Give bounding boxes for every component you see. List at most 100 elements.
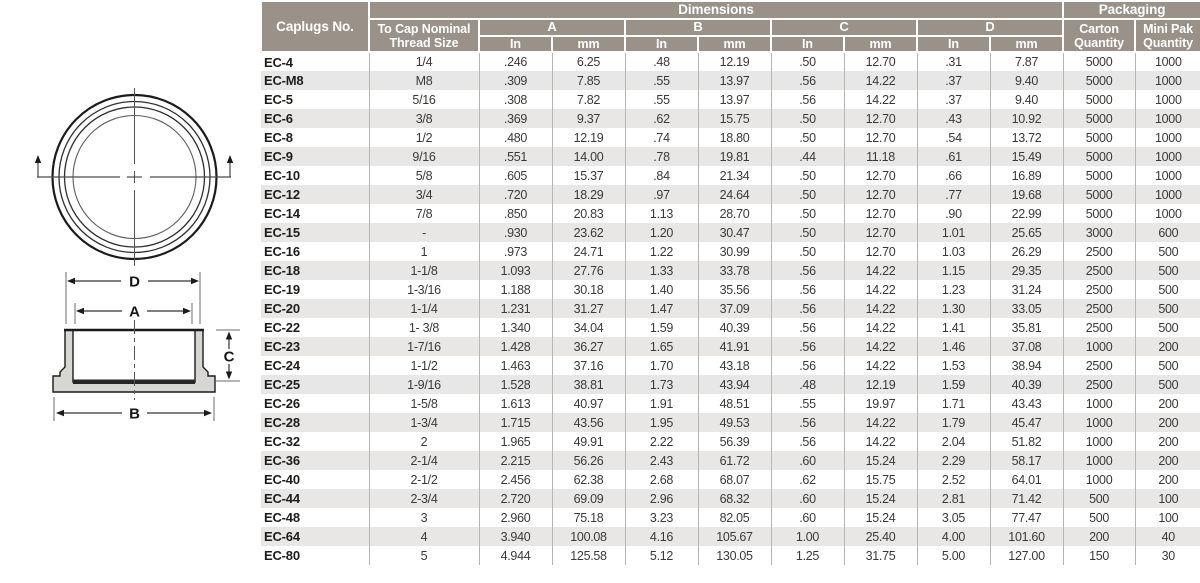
value-cell: .50 (770, 52, 845, 71)
value-cell: 34.04 (551, 318, 626, 337)
value-cell: 49.53 (697, 413, 772, 432)
value-cell: 69.09 (551, 489, 626, 508)
value-cell: .54 (916, 128, 991, 147)
value-cell: 2500 (1062, 375, 1136, 394)
value-cell: 12.70 (843, 242, 918, 261)
value-cell: 1.00 (770, 527, 845, 546)
dimension-label-c: C (224, 349, 235, 366)
value-cell: 1.01 (916, 223, 991, 242)
table-row: EC-8 1/2.480 12.19.74 18.80.50 12.70.54 13.72… (261, 128, 1200, 147)
value-cell: 23.62 (551, 223, 626, 242)
header-carton-quantity: Carton Quantity (1062, 18, 1137, 53)
caplugs-no-cell: EC-16 (261, 242, 370, 261)
value-cell: .56 (770, 432, 845, 451)
value-cell: 71.42 (989, 489, 1064, 508)
value-cell: .56 (770, 280, 845, 299)
value-cell: 14.22 (843, 261, 918, 280)
value-cell: 500 (1062, 508, 1136, 527)
value-cell: 41.91 (697, 337, 772, 356)
value-cell: 1.59 (624, 318, 699, 337)
value-cell: .50 (770, 109, 845, 128)
value-cell: 21.34 (697, 166, 772, 185)
value-cell: 500 (1062, 489, 1136, 508)
value-cell: 1.40 (624, 280, 699, 299)
extension-lines (53, 272, 240, 421)
value-cell: 15.75 (697, 109, 772, 128)
value-cell: .55 (624, 90, 699, 109)
value-cell: 13.72 (989, 128, 1064, 147)
caplugs-no-cell: EC-44 (261, 489, 370, 508)
value-cell: 1.73 (624, 375, 699, 394)
value-cell: .48 (624, 52, 699, 71)
value-cell: 7.87 (989, 52, 1064, 71)
value-cell: 18.80 (697, 128, 772, 147)
value-cell: 1.15 (916, 261, 991, 280)
header-unit-mm: mm (697, 35, 772, 53)
value-cell: 1.25 (770, 546, 845, 565)
value-cell: .66 (916, 166, 991, 185)
value-cell: 45.47 (989, 413, 1064, 432)
value-cell: 2.720 (478, 489, 553, 508)
section-cut-line (37, 162, 231, 178)
value-cell: 600 (1134, 223, 1200, 242)
value-cell: 38.94 (989, 356, 1064, 375)
value-cell: 1.59 (916, 375, 991, 394)
value-cell: 3/8 (368, 109, 480, 128)
header-unit-in: In (916, 35, 991, 53)
spec-table-body: EC-4 1/4.246 6.25.48 12.19.50 12.70.31 7.87 50… (261, 52, 1200, 565)
value-cell: .50 (770, 204, 845, 223)
value-cell: .62 (770, 470, 845, 489)
caplugs-no-cell: EC-19 (261, 280, 370, 299)
section-arrowheads (34, 155, 234, 163)
value-cell: 5000 (1062, 109, 1136, 128)
value-cell: 43.43 (989, 394, 1064, 413)
value-cell: 5.12 (624, 546, 699, 565)
value-cell: 19.81 (697, 147, 772, 166)
table-row: EC-25 1-9/16 1.528 38.81 1.73 43.94.48 12.19 1.… (261, 375, 1200, 394)
table-row: EC-48 3 2.960 75.18 3.23 82.05.60 15.24 3.05 77.… (261, 508, 1200, 527)
value-cell: 75.18 (551, 508, 626, 527)
value-cell: 1000 (1062, 394, 1136, 413)
value-cell: 200 (1134, 470, 1200, 489)
table-row: EC-32 2 1.965 49.91 2.22 56.39.56 14.22 2.04 51.… (261, 432, 1200, 451)
value-cell: 15.49 (989, 147, 1064, 166)
value-cell: 2.29 (916, 451, 991, 470)
value-cell: .37 (916, 90, 991, 109)
value-cell: 1-1/8 (368, 261, 480, 280)
value-cell: 64.01 (989, 470, 1064, 489)
value-cell: 3.05 (916, 508, 991, 527)
value-cell: 2500 (1062, 242, 1136, 261)
value-cell: .973 (478, 242, 553, 261)
header-col-d: D (915, 18, 1065, 37)
value-cell: .50 (770, 223, 845, 242)
value-cell: 500 (1134, 318, 1200, 337)
value-cell: .56 (770, 413, 845, 432)
value-cell: 19.68 (989, 185, 1064, 204)
value-cell: 12.70 (843, 128, 918, 147)
value-cell: 35.81 (989, 318, 1064, 337)
value-cell: 14.22 (843, 413, 918, 432)
value-cell: .551 (478, 147, 553, 166)
value-cell: 2.04 (916, 432, 991, 451)
value-cell: 12.70 (843, 223, 918, 242)
value-cell: 1-9/16 (368, 375, 480, 394)
value-cell: .62 (624, 109, 699, 128)
table-row: EC-18 1-1/8 1.093 27.76 1.33 33.78.56 14.22 1.1… (261, 261, 1200, 280)
value-cell: 7.82 (551, 90, 626, 109)
table-row: EC-44 2-3/4 2.720 69.09 2.96 68.32.60 15.24 2.8… (261, 489, 1200, 508)
caplugs-no-cell: EC-20 (261, 299, 370, 318)
dimension-d: D (67, 274, 199, 291)
value-cell: 1.428 (478, 337, 553, 356)
value-cell: 1000 (1134, 71, 1200, 90)
value-cell: 3 (368, 508, 480, 527)
value-cell: 40 (1134, 527, 1200, 546)
value-cell: 1.30 (916, 299, 991, 318)
caplugs-no-cell: EC-10 (261, 166, 370, 185)
value-cell: 500 (1134, 261, 1200, 280)
value-cell: 30.47 (697, 223, 772, 242)
value-cell: 14.22 (843, 71, 918, 90)
value-cell: 1.71 (916, 394, 991, 413)
value-cell: 9.37 (551, 109, 626, 128)
table-row: EC-15- .930 23.62 1.20 30.47.50 12.70 1.01 25.6… (261, 223, 1200, 242)
value-cell: 1.53 (916, 356, 991, 375)
